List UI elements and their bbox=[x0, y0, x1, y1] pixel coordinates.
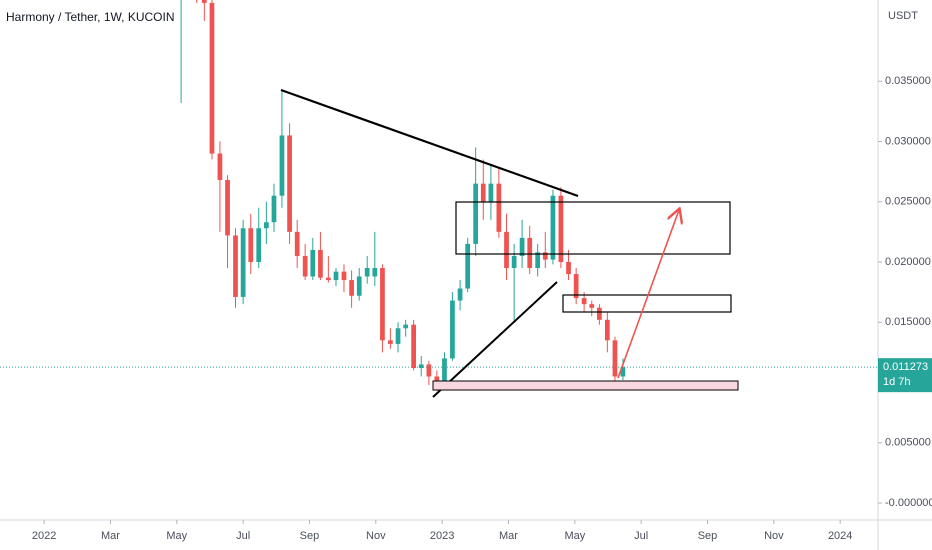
x-tick-label: Sep bbox=[300, 530, 320, 542]
x-tick-label: Mar bbox=[499, 530, 518, 542]
candle-body bbox=[225, 180, 230, 236]
x-tick-label: May bbox=[564, 530, 585, 542]
x-tick-label: 2022 bbox=[32, 530, 56, 542]
x-tick-label: 2024 bbox=[828, 530, 852, 542]
candle-body bbox=[201, 0, 207, 3]
candle-body bbox=[209, 2, 215, 154]
candle-body bbox=[341, 271, 347, 281]
last-price-box bbox=[878, 358, 932, 393]
candle-body bbox=[349, 280, 354, 296]
candle-body bbox=[426, 364, 432, 377]
candle-body bbox=[597, 307, 602, 320]
candle-body bbox=[457, 288, 463, 301]
chart-title: Harmony / Tether, 1W, KUCOIN bbox=[6, 10, 175, 24]
candle-body bbox=[256, 228, 262, 262]
y-tick-label: 0.005000 bbox=[885, 437, 931, 449]
candle-body bbox=[504, 231, 509, 269]
candle-body bbox=[271, 195, 277, 223]
candle-body bbox=[465, 243, 471, 289]
candle-body bbox=[550, 195, 556, 260]
candle-body bbox=[519, 237, 525, 256]
candle-body bbox=[480, 183, 486, 202]
candle-body bbox=[496, 183, 502, 232]
candle-body bbox=[573, 274, 579, 299]
candle-body bbox=[279, 135, 285, 196]
currency-label: USDT bbox=[888, 10, 918, 22]
axes: 0.035000 0.030000 0.025000 0.020000 0.015000… bbox=[32, 75, 932, 542]
candle-body bbox=[318, 249, 323, 278]
candle-body bbox=[263, 222, 269, 229]
candle-body bbox=[380, 268, 385, 341]
candle-body bbox=[233, 235, 238, 297]
candle-body bbox=[589, 304, 595, 308]
y-tick-label: 0.020000 bbox=[885, 256, 931, 268]
y-tick-label: 0.025000 bbox=[885, 196, 931, 208]
drawings bbox=[280, 88, 739, 398]
candle-body bbox=[310, 249, 316, 277]
y-tick-label: 0.030000 bbox=[885, 135, 931, 147]
candle-body bbox=[302, 255, 308, 277]
candle-body bbox=[542, 252, 548, 260]
candle-body bbox=[364, 268, 370, 277]
last-price-label: 0.011273 bbox=[883, 361, 928, 373]
y-tick-label: 0.035000 bbox=[885, 75, 931, 87]
candle-body bbox=[581, 298, 587, 305]
candle-body bbox=[604, 319, 610, 341]
candle-body bbox=[473, 183, 479, 244]
x-tick-label: Jul bbox=[236, 530, 250, 542]
trend-line bbox=[280, 88, 579, 198]
candle-body bbox=[294, 231, 300, 256]
candle-body bbox=[566, 261, 571, 275]
candle-body bbox=[527, 237, 533, 269]
x-tick-label: Sep bbox=[698, 530, 718, 542]
candle-body bbox=[240, 228, 246, 297]
x-tick-label: Jul bbox=[634, 530, 648, 542]
candle-body bbox=[488, 183, 494, 202]
candle-body bbox=[217, 153, 223, 181]
x-tick-label: Nov bbox=[366, 530, 386, 542]
candle-body bbox=[511, 255, 517, 269]
candle-body bbox=[620, 367, 626, 377]
candle-body bbox=[535, 252, 541, 269]
y-tick-label: -0.000000 bbox=[885, 497, 932, 509]
candle-body bbox=[558, 195, 564, 262]
x-tick-label: 2023 bbox=[430, 530, 454, 542]
candle-body bbox=[450, 300, 455, 359]
y-tick-label: 0.015000 bbox=[885, 316, 931, 328]
candle-body bbox=[372, 268, 378, 277]
candle-body bbox=[442, 358, 447, 385]
zone-box bbox=[455, 201, 731, 255]
candle-body bbox=[612, 340, 618, 377]
support-zone bbox=[432, 380, 739, 391]
candle-body bbox=[248, 228, 254, 262]
candle-body bbox=[287, 135, 292, 232]
projection-arrow bbox=[617, 210, 679, 379]
x-tick-label: Mar bbox=[101, 530, 120, 542]
countdown-label: 1d 7h bbox=[883, 376, 911, 388]
candle-body bbox=[418, 364, 424, 369]
candles bbox=[180, 0, 626, 391]
x-tick-label: May bbox=[166, 530, 187, 542]
candle-body bbox=[356, 276, 362, 296]
x-tick-label: Nov bbox=[764, 530, 784, 542]
candle-body bbox=[411, 324, 416, 369]
candle-body bbox=[388, 340, 393, 344]
candle-body bbox=[333, 271, 339, 281]
trend-line bbox=[432, 281, 558, 398]
candle-body bbox=[395, 328, 401, 344]
candle-body bbox=[403, 324, 409, 329]
zone-box bbox=[562, 294, 732, 313]
candle-body bbox=[326, 277, 331, 281]
